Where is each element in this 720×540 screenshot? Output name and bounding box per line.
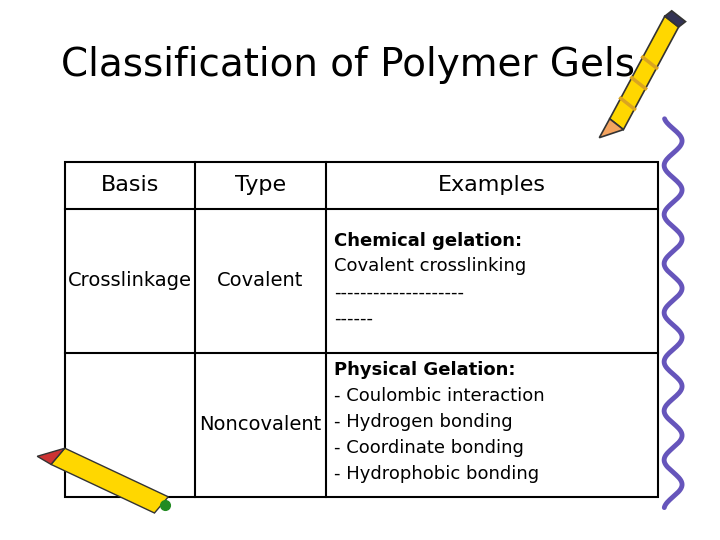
Text: Noncovalent: Noncovalent	[199, 415, 322, 434]
Text: Basis: Basis	[101, 176, 159, 195]
Text: ------: ------	[334, 309, 373, 327]
Text: Covalent crosslinking: Covalent crosslinking	[334, 258, 526, 275]
Text: Classification of Polymer Gels: Classification of Polymer Gels	[60, 46, 634, 84]
Text: Crosslinkage: Crosslinkage	[68, 272, 192, 291]
Text: Covalent: Covalent	[217, 272, 304, 291]
Text: - Coulombic interaction: - Coulombic interaction	[334, 387, 545, 406]
Text: Examples: Examples	[438, 176, 546, 195]
Text: --------------------: --------------------	[334, 284, 464, 301]
Text: Type: Type	[235, 176, 286, 195]
Text: - Hydrogen bonding: - Hydrogen bonding	[334, 413, 513, 431]
Text: - Coordinate bonding: - Coordinate bonding	[334, 439, 524, 457]
Polygon shape	[599, 119, 624, 138]
Polygon shape	[51, 448, 168, 513]
Text: - Hydrophobic bonding: - Hydrophobic bonding	[334, 465, 539, 483]
Text: Chemical gelation:: Chemical gelation:	[334, 232, 522, 249]
Polygon shape	[610, 16, 679, 130]
Bar	[65, 162, 658, 497]
Polygon shape	[37, 448, 65, 464]
Polygon shape	[665, 11, 685, 27]
Text: Physical Gelation:: Physical Gelation:	[334, 361, 516, 380]
